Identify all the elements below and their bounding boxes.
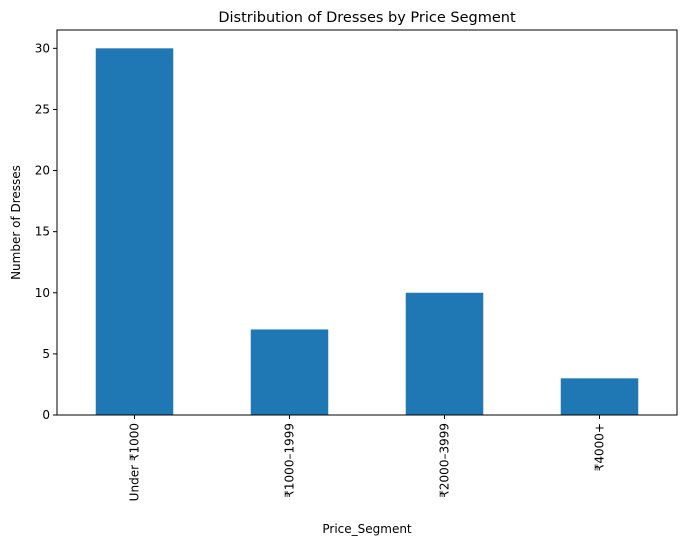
y-axis: 0 5 10 15 20 25 30: [35, 41, 57, 422]
y-tick-label-0: 0: [42, 408, 50, 422]
y-axis-label: Number of Dresses: [9, 165, 23, 280]
chart-title: Distribution of Dresses by Price Segment: [218, 10, 516, 26]
plot-frame: [56, 29, 678, 416]
bar-0: [95, 48, 174, 415]
x-axis-label: Price_Segment: [322, 522, 412, 536]
y-tick-label-5: 25: [35, 102, 50, 116]
bar-1: [250, 329, 329, 415]
bar-2: [405, 292, 484, 415]
bars-group: [95, 48, 639, 415]
x-tick-label-2: ₹2000–3999: [438, 423, 452, 498]
y-tick-label-6: 30: [35, 41, 50, 55]
y-tick-label-1: 5: [42, 347, 50, 361]
y-tick-label-4: 20: [35, 164, 50, 178]
x-axis: Under ₹1000 ₹1000–1999 ₹2000–3999 ₹4000+: [128, 415, 607, 501]
y-tick-label-3: 15: [35, 225, 50, 239]
x-tick-label-3: ₹4000+: [593, 423, 607, 471]
y-tick-label-2: 10: [35, 286, 50, 300]
x-tick-label-1: ₹1000–1999: [283, 423, 297, 498]
bar-3: [560, 378, 639, 415]
x-tick-label-0: Under ₹1000: [128, 423, 142, 501]
